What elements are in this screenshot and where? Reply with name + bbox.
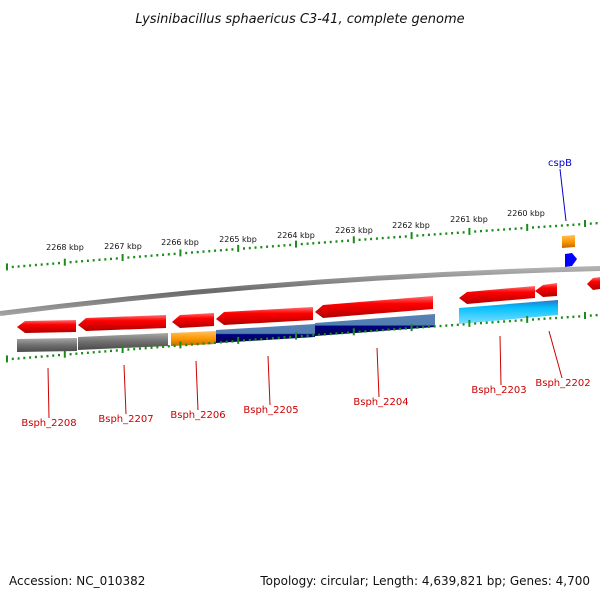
- locus-label-2206[interactable]: Bsph_2206: [170, 410, 225, 421]
- cds-arrow-2206[interactable]: [172, 313, 214, 328]
- cds-arrow-2205[interactable]: [216, 307, 313, 325]
- cds-arrow-2204[interactable]: [315, 296, 433, 318]
- kbp-label-2266: 2266 kbp: [161, 238, 199, 247]
- kbp-label-2261: 2261 kbp: [450, 215, 488, 224]
- genome-summary-text: Topology: circular; Length: 4,639,821 bp…: [259, 574, 590, 588]
- kbp-label-2260: 2260 kbp: [507, 209, 545, 218]
- cds-arrow-2203[interactable]: [459, 286, 535, 304]
- kbp-labels: 2268 kbp 2267 kbp 2266 kbp 2265 kbp 2264…: [46, 209, 545, 252]
- cds-arrow-2207[interactable]: [78, 315, 166, 331]
- gene-block-2205[interactable]: [216, 324, 315, 343]
- locus-label-2205[interactable]: Bsph_2205: [243, 405, 298, 416]
- kbp-label-2268: 2268 kbp: [46, 243, 84, 252]
- genome-backbone: [0, 266, 600, 316]
- kbp-label-2263: 2263 kbp: [335, 226, 373, 235]
- cds-arrow-2202[interactable]: [535, 283, 557, 297]
- cspb-orange-gene[interactable]: [562, 235, 575, 248]
- leader-line-2205: [267, 355, 271, 406]
- gene-block-2206[interactable]: [171, 331, 216, 346]
- leader-line-2203: [499, 335, 502, 386]
- map-title: Lysinibacillus sphaericus C3-41, complet…: [135, 12, 464, 27]
- cds-arrow-2208[interactable]: [17, 320, 76, 333]
- kbp-label-2267: 2267 kbp: [104, 242, 142, 251]
- kbp-label-2264: 2264 kbp: [277, 231, 315, 240]
- gene-block-2203[interactable]: [459, 300, 558, 324]
- cspb-blue-gene[interactable]: [565, 253, 577, 267]
- leader-line-2208: [47, 367, 50, 419]
- lower-scale-ticks: [6, 312, 598, 363]
- locus-label-2208[interactable]: Bsph_2208: [21, 418, 76, 429]
- kbp-label-2265: 2265 kbp: [219, 235, 257, 244]
- locus-label-cspb[interactable]: cspB: [548, 158, 572, 169]
- gene-block-2204[interactable]: [315, 314, 435, 336]
- leader-line-2206: [195, 360, 199, 411]
- leader-line-2202: [548, 330, 563, 379]
- locus-label-2204[interactable]: Bsph_2204: [353, 397, 408, 408]
- cspb-edge-red-gene[interactable]: [587, 277, 600, 290]
- accession-text: Accession: NC_010382: [9, 574, 145, 588]
- leader-line-2207: [123, 364, 127, 415]
- gene-block-2207[interactable]: [78, 333, 168, 350]
- gene-block-2208[interactable]: [17, 338, 77, 352]
- kbp-label-2262: 2262 kbp: [392, 221, 430, 230]
- locus-labels: cspB Bsph_2208 Bsph_2207 Bsph_2206 Bsph_…: [21, 158, 590, 429]
- locus-label-2207[interactable]: Bsph_2207: [98, 414, 153, 425]
- locus-label-2202[interactable]: Bsph_2202: [535, 378, 590, 389]
- leader-line-2204: [376, 347, 380, 398]
- cds-arrows: [17, 283, 557, 333]
- upper-scale-ticks: [6, 220, 598, 271]
- locus-label-2203[interactable]: Bsph_2203: [471, 385, 526, 396]
- gene-blocks: [17, 300, 558, 352]
- leader-line-cspb: [559, 168, 567, 222]
